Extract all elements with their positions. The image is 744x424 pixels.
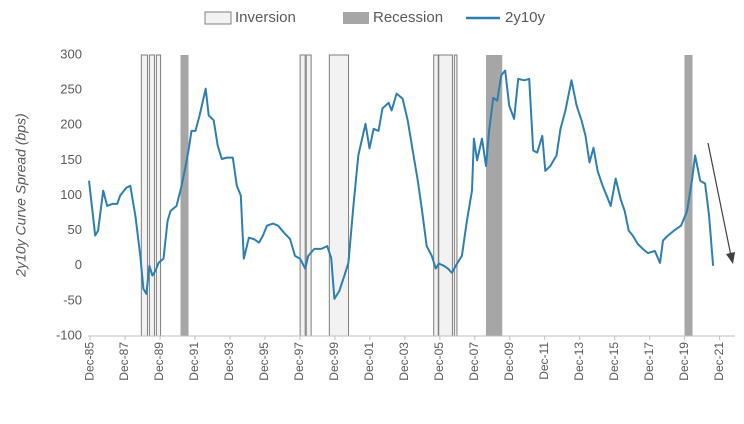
y-tick-label: 300 [60,46,82,61]
x-tick-label: Dec-85 [82,342,96,381]
x-tick-label: Dec-03 [397,342,411,381]
x-tick-label: Dec-89 [152,342,166,381]
band [453,54,458,337]
y-tick-label: -100 [56,327,82,342]
legend-swatch [343,12,369,24]
y-tick-label: -50 [63,292,82,307]
x-tick-label: Dec-93 [222,342,236,381]
x-tick-label: Dec-01 [362,342,376,381]
band [155,54,162,337]
x-tick-label: Dec-05 [432,342,446,381]
axes: -100 -50 0 50 100 150 200 250 300 Dec-85 Dec-87 Dec… [56,46,735,381]
band [438,54,453,337]
legend-label: Inversion [235,9,296,26]
x-tick-label: Dec-19 [677,342,691,381]
x-tick-label: Dec-97 [292,342,306,381]
legend-swatch [204,11,232,25]
x-tick-label: Dec-11 [537,342,551,380]
band [148,54,155,337]
y-tick-label: 200 [60,117,82,132]
series-line [88,69,715,300]
x-tick-label: Dec-91 [187,342,201,381]
band [485,55,503,336]
x-tick-label: Dec-87 [117,342,131,381]
trend-arrow [707,142,732,257]
x-tick-label: Dec-09 [502,342,516,381]
x-tick-label: Dec-99 [327,342,341,381]
trend-arrow-head [726,252,735,264]
band [684,55,693,336]
x-tick-label: Dec-21 [712,342,726,381]
band [433,54,439,337]
bands [140,54,693,337]
legend: Inversion Recession 2y10y [204,9,546,26]
y-axis-label: 2y10y Curve Spread (bps) [13,113,29,277]
y-tick-label: 100 [60,187,82,202]
y-tick-label: 150 [60,152,82,167]
y-tick-label: 250 [60,82,82,97]
x-tick-label: Dec-13 [572,342,586,381]
x-tick-label: Dec-95 [257,342,271,381]
lines [88,69,715,300]
legend-label: Recession [373,9,443,26]
band [299,54,306,337]
band [328,54,350,337]
x-tick-label: Dec-17 [642,342,656,381]
legend-label: 2y10y [505,9,546,26]
x-tick-label: Dec-07 [467,342,481,381]
band [305,54,312,337]
y-tick-label: 50 [68,222,82,237]
band [180,55,189,336]
y-tick-label: 0 [75,257,82,272]
x-tick-label: Dec-15 [607,342,621,381]
